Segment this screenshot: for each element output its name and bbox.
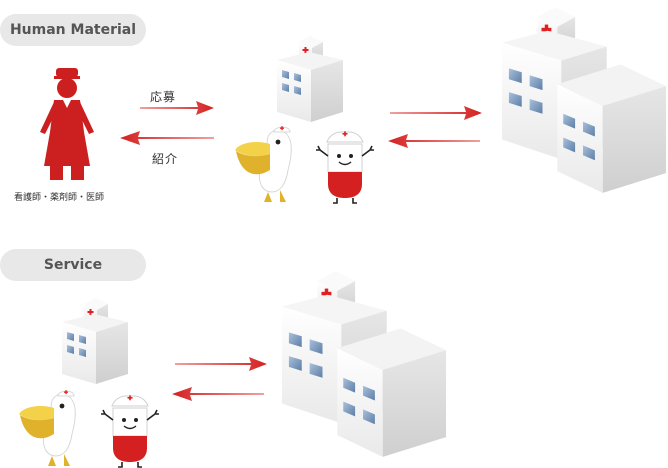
arrow-right-icon xyxy=(175,357,267,371)
hospital-small-icon xyxy=(275,30,345,122)
arrow-left-icon xyxy=(172,387,264,401)
hospital-large-icon xyxy=(500,0,668,195)
arrow-left-icon xyxy=(388,134,480,148)
arrow-right-icon xyxy=(140,101,214,115)
nurse-caption: 看護師・薬剤師・医師 xyxy=(14,193,105,203)
section-title-service: Service xyxy=(0,249,146,281)
introduce-label: 紹介 xyxy=(152,152,179,166)
pill-nurse-mascot-icon xyxy=(100,390,160,468)
arrow-right-icon xyxy=(390,106,482,120)
nurse-icon xyxy=(40,68,94,180)
recruit-label: 応募 xyxy=(150,90,177,104)
hospital-small-icon xyxy=(60,292,130,384)
pelican-mascot-icon xyxy=(18,390,88,468)
section-title-human-material: Human Material xyxy=(0,14,146,46)
pill-nurse-mascot-icon xyxy=(315,126,375,204)
arrow-left-icon xyxy=(120,131,214,145)
pelican-mascot-icon xyxy=(234,126,304,204)
hospital-large-icon xyxy=(280,264,448,459)
